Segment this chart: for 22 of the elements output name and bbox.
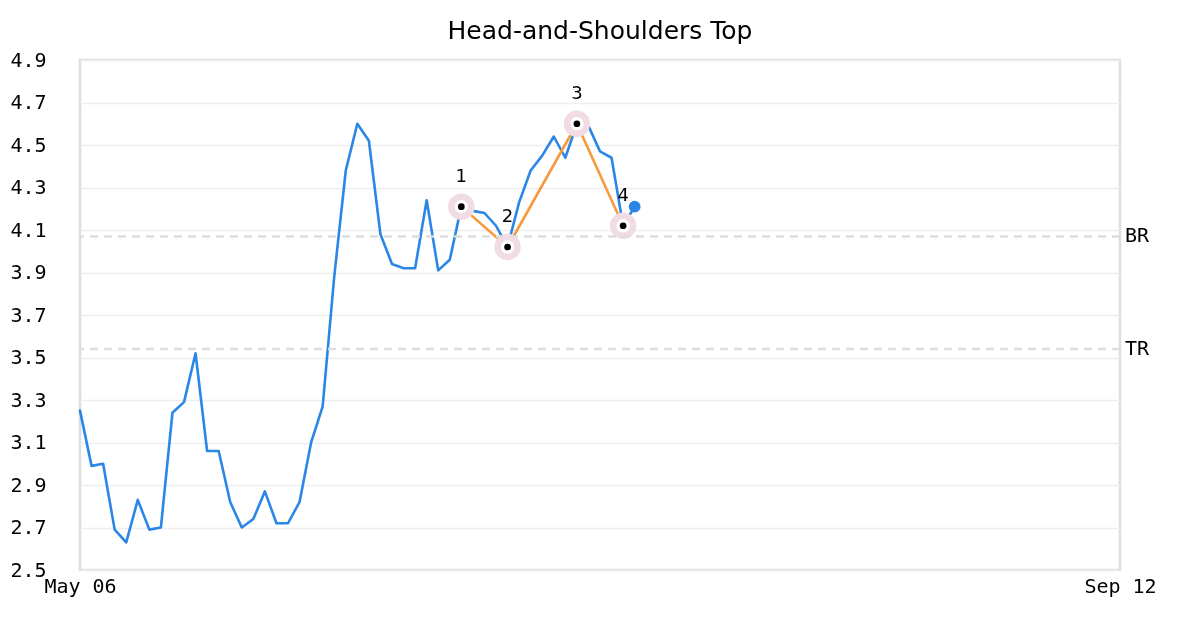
ref-line-label: BR <box>1125 223 1151 248</box>
annotation: 2 <box>501 205 514 226</box>
y-tick-label: 3.3 <box>10 387 47 412</box>
annotation: 1 <box>455 164 468 186</box>
x-tick-label: Sep 12 <box>1084 573 1157 598</box>
y-tick-label: 2.9 <box>10 472 47 497</box>
y-tick-label: 3.9 <box>10 260 47 284</box>
y-tick-label: 3.1 <box>10 430 47 454</box>
chart-title: Head-and-Shoulders Top <box>447 16 753 45</box>
x-tick-label: May 06 <box>44 573 117 598</box>
y-tick-label: 2.7 <box>10 515 47 539</box>
annotation: 3 <box>571 81 583 103</box>
y-tick-label: 4.1 <box>10 217 47 242</box>
point <box>628 200 641 213</box>
y-tick-label: 3.7 <box>10 302 47 327</box>
y-tick-label: 4.9 <box>10 47 47 72</box>
y-tick-label: 4.3 <box>10 175 47 199</box>
ref-line-label: TR <box>1125 336 1151 360</box>
y-tick-label: 4.5 <box>10 132 47 157</box>
y-tick-label: 4.7 <box>10 90 47 114</box>
annotation: 4 <box>617 183 629 205</box>
y-tick-label: 3.5 <box>10 345 47 369</box>
